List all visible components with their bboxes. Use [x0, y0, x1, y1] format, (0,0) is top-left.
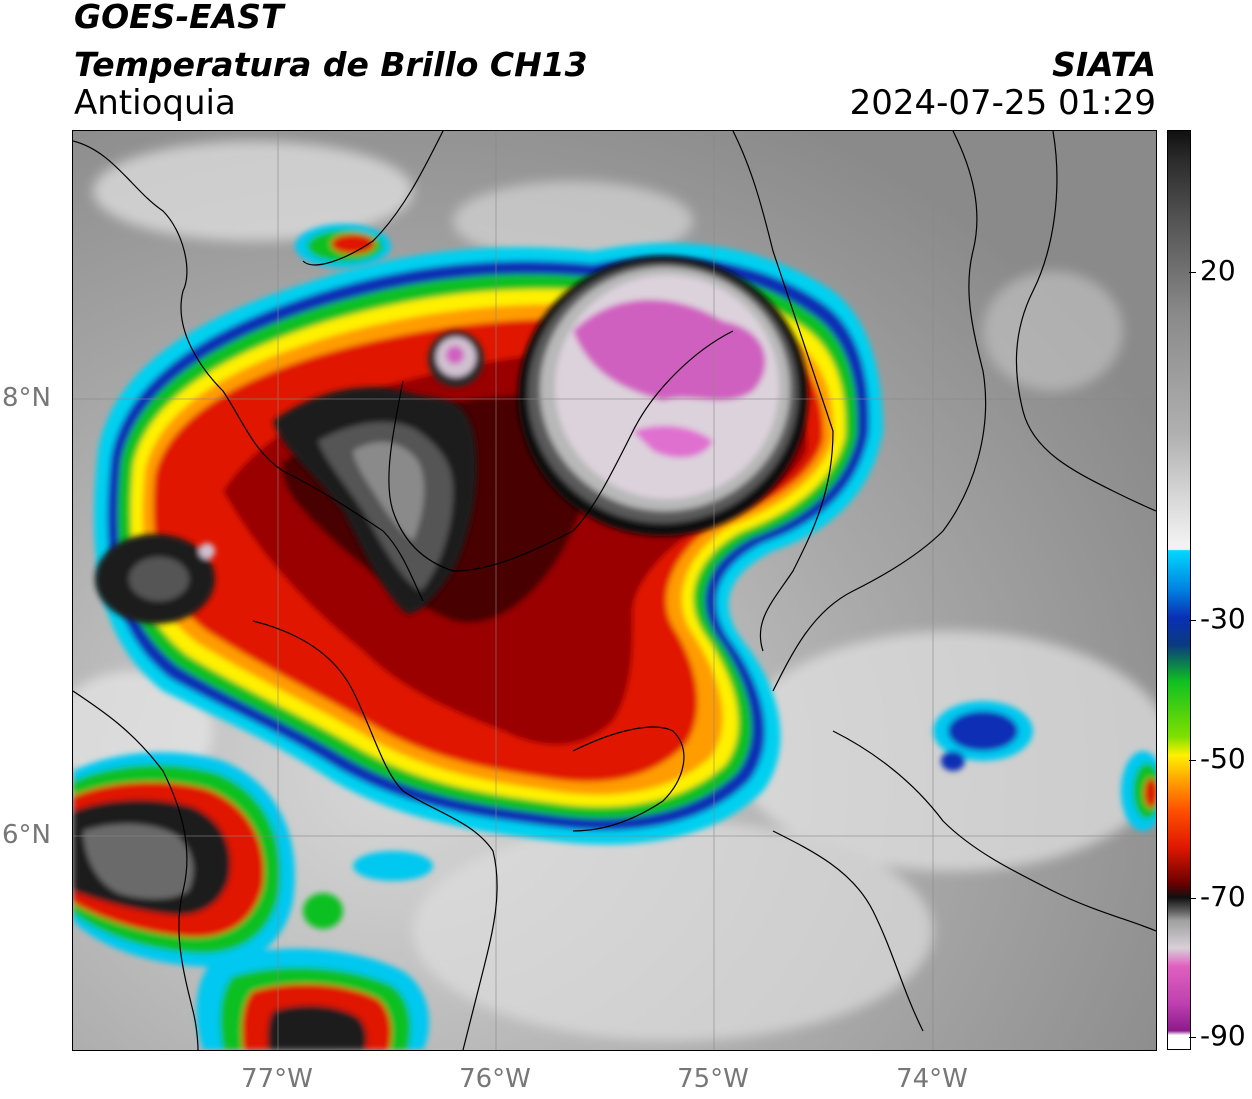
storm-core-east [428, 256, 808, 536]
border-south-2 [572, 726, 685, 832]
lat-label-6n: 6°N [2, 820, 51, 850]
administrative-borders [73, 131, 1156, 1050]
organization-title: SIATA [1052, 45, 1156, 84]
colorbar-label-neg30: -30 [1200, 602, 1246, 635]
colorbar-tick-neg50 [1189, 760, 1196, 761]
storm-cells-southwest [73, 752, 433, 1050]
colorbar-label-20: 20 [1200, 254, 1236, 287]
border-inner-2 [732, 131, 834, 652]
storm-cell-east [933, 701, 1156, 831]
lon-label-75w: 75°W [677, 1064, 749, 1094]
storm-cell-northwest [295, 224, 391, 268]
datetime-label: 2024-07-25 01:29 [849, 83, 1156, 123]
colorbar-tick-20 [1189, 272, 1196, 273]
border-south-east [832, 730, 1156, 932]
lon-label-74w: 74°W [896, 1064, 968, 1094]
colorbar-tick-neg30 [1189, 620, 1196, 621]
border-east-2 [1015, 131, 1156, 512]
lon-label-76w: 76°W [459, 1064, 531, 1094]
border-south-1 [252, 620, 498, 1050]
temperature-colorbar [1167, 130, 1191, 1050]
satellite-map[interactable] [72, 130, 1157, 1051]
product-title: Temperatura de Brillo CH13 [74, 45, 588, 84]
colorbar-tick-neg90 [1189, 1037, 1196, 1038]
border-inner-1 [388, 330, 734, 572]
lon-label-77w: 77°W [241, 1064, 313, 1094]
satellite-title: GOES-EAST [74, 0, 284, 36]
coastline-west [73, 140, 424, 602]
coastline-north [302, 131, 444, 266]
border-south-3 [772, 830, 924, 1032]
graticule [73, 131, 1156, 1050]
satellite-map-canvas [73, 131, 1156, 1050]
region-title: Antioquia [74, 83, 236, 123]
coastline-southwest [73, 690, 199, 1050]
colorbar-tick-neg70 [1189, 898, 1196, 899]
colorbar-label-neg70: -70 [1200, 880, 1246, 913]
colorbar-label-neg50: -50 [1200, 742, 1246, 775]
colorbar-label-neg90: -90 [1200, 1019, 1246, 1052]
border-east-1 [772, 131, 987, 692]
storm-cell-west [95, 534, 215, 624]
lat-label-8n: 8°N [2, 383, 51, 413]
